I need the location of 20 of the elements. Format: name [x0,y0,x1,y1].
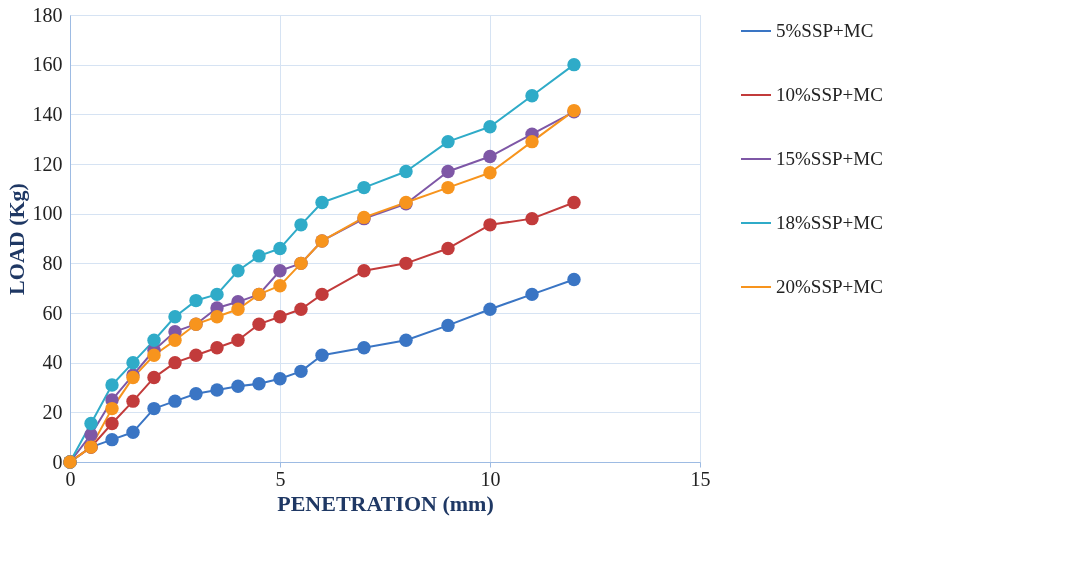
y-tick-label: 120 [32,152,63,175]
legend-label: 10%SSP+MC [776,84,883,105]
y-tick-label: 180 [32,3,63,26]
y-tick-label: 0 [52,450,63,473]
y-tick-label: 160 [32,53,63,76]
x-axis-title: PENETRATION (mm) [277,490,494,516]
x-tick-label: 10 [480,467,501,490]
x-tick-label: 5 [275,467,286,490]
legend-label: 18%SSP+MC [776,212,883,233]
legend-label: 5%SSP+MC [776,20,874,41]
y-axis-title: LOAD (Kg) [3,183,29,295]
y-tick-label: 60 [42,301,63,324]
y-tick-label: 100 [32,202,63,225]
y-tick-label: 140 [32,102,63,125]
y-tick-label: 40 [42,351,63,374]
legend-label: 15%SSP+MC [776,148,883,169]
y-tick-label: 20 [42,400,63,423]
y-tick-label: 80 [42,251,63,274]
legend-label: 20%SSP+MC [776,276,883,297]
x-tick-label: 15 [690,467,711,490]
